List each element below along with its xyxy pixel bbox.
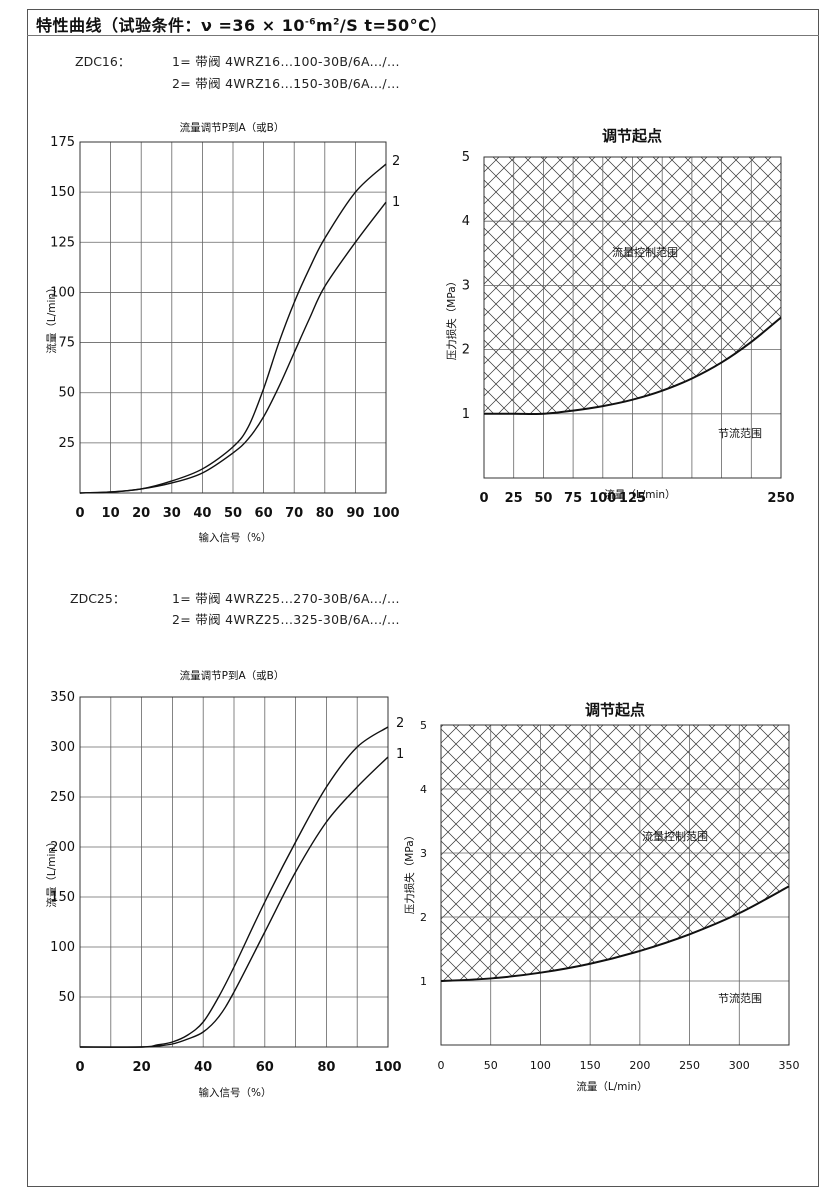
c3-title: 流量调节P到A（或B）: [180, 669, 285, 682]
c2-x-tick-label: 125: [619, 491, 646, 506]
c1-x-tick-label: 40: [193, 506, 211, 521]
c2-x-tick-label: 250: [767, 491, 794, 506]
c2-region-label-control: 流量控制范围: [612, 245, 678, 259]
c3-x-axis-label: 输入信号（%）: [199, 1086, 272, 1099]
c2-y-axis-label: 压力损失（MPa）: [445, 276, 458, 360]
c3-x-tick-label: 60: [256, 1060, 274, 1075]
c4-x-tick-label: 250: [679, 1059, 700, 1072]
c4-x-axis-label: 流量（L/min）: [576, 1080, 647, 1093]
c4-region-label-control: 流量控制范围: [642, 829, 708, 843]
c3-chart: 50 100 150 200 250 300 350 0 20 40 60 80 100 流量调节P到A（…: [45, 669, 404, 1099]
c1-plot-border: [79, 141, 387, 494]
c3-y-axis-label: 流量（L/min）: [45, 836, 58, 907]
c3-series-2-line: [79, 726, 389, 1048]
valve-line-zdc25-1: 1= 带阀 4WRZ25...270-30B/6A.../...: [172, 591, 400, 606]
c3-plot-border: [79, 696, 389, 1048]
model-label-zdc16: ZDC16：: [75, 54, 131, 69]
c3-y-tick-label: 350: [50, 690, 75, 705]
c2-y-tick-label: 1: [462, 407, 470, 422]
c3-x-tick-label: 0: [75, 1060, 84, 1075]
c4-y-axis-label: 压力损失（MPa）: [403, 830, 416, 914]
c2-x-tick-label: 25: [505, 491, 523, 506]
c4-x-tick-label: 0: [438, 1059, 445, 1072]
c1-x-tick-label: 50: [224, 506, 242, 521]
c2-series-boundary-line: [483, 316, 782, 416]
c3-y-tick-label: 300: [50, 740, 75, 755]
c1-y-tick-label: 50: [58, 386, 75, 401]
c1-x-tick-label: 30: [163, 506, 181, 521]
c2-title: 调节起点: [602, 127, 662, 145]
c2-y-tick-label: 2: [462, 343, 470, 358]
c4-y-tick-label: 4: [420, 783, 427, 796]
c1-y-tick-label: 175: [50, 135, 75, 150]
page-title: 特性曲线（试验条件：ν =36 × 10-6m2/S t=50°C）: [36, 16, 447, 35]
c3-series-1-line: [79, 756, 389, 1048]
model-label-zdc25: ZDC25：: [70, 591, 126, 606]
c4-x-tick-label: 200: [629, 1059, 650, 1072]
c4-x-tick-label: 50: [484, 1059, 498, 1072]
c1-series-label: 1: [392, 195, 400, 210]
c4-y-tick-label: 2: [420, 911, 427, 924]
c4-x-tick-label: 100: [530, 1059, 551, 1072]
c1-y-tick-label: 100: [50, 285, 75, 300]
c1-y-tick-label: 125: [50, 235, 75, 250]
c3-y-tick-label: 200: [50, 840, 75, 855]
header-band: [27, 9, 819, 36]
c2-y-tick-label: 3: [462, 278, 470, 293]
c1-x-tick-label: 60: [255, 506, 273, 521]
c1-y-axis-label: 流量（L/min）: [45, 282, 58, 353]
c1-x-tick-label: 70: [285, 506, 303, 521]
page-frame: [27, 9, 819, 1187]
c2-region-label-throttle: 节流范围: [718, 426, 762, 440]
c3-x-tick-label: 80: [317, 1060, 335, 1075]
c4-plot-border: [440, 724, 790, 1046]
c4-y-tick-label: 5: [420, 719, 427, 732]
c4-series-boundary-line: [440, 885, 790, 982]
c3-x-tick-label: 100: [374, 1060, 401, 1075]
valve-line-zdc16-2: 2= 带阀 4WRZ16...150-30B/6A.../...: [172, 76, 400, 91]
c1-y-tick-label: 25: [58, 436, 75, 451]
c1-x-tick-label: 10: [102, 506, 120, 521]
c3-series-label: 2: [396, 716, 404, 731]
c4-title: 调节起点: [585, 701, 645, 719]
c1-x-tick-label: 100: [372, 506, 399, 521]
c4-region-label-throttle: 节流范围: [718, 991, 762, 1005]
c1-chart: 25 50 75 100 125 150 175 0 10 20 30 40 50 60 70 80 90 100…: [45, 121, 400, 544]
c2-x-tick-label: 0: [479, 491, 488, 506]
c1-x-tick-label: 80: [316, 506, 334, 521]
c1-x-tick-label: 0: [75, 506, 84, 521]
c2-x-axis-label: 流量（L/min）: [604, 488, 675, 501]
valve-line-zdc25-2: 2= 带阀 4WRZ25...325-30B/6A.../...: [172, 612, 400, 627]
c3-x-tick-label: 40: [194, 1060, 212, 1075]
c4-x-tick-label: 350: [779, 1059, 800, 1072]
c4-y-tick-label: 3: [420, 847, 427, 860]
c4-y-tick-label: 1: [420, 975, 427, 988]
c3-x-tick-label: 20: [133, 1060, 151, 1075]
c1-series-label: 2: [392, 154, 400, 169]
c4-x-tick-label: 300: [729, 1059, 750, 1072]
c1-x-tick-label: 90: [346, 506, 364, 521]
c1-y-tick-label: 75: [58, 336, 75, 351]
c2-x-tick-label: 75: [564, 491, 582, 506]
c1-x-tick-label: 20: [132, 506, 150, 521]
c3-y-tick-label: 150: [50, 890, 75, 905]
c1-x-axis-label: 输入信号（%）: [199, 531, 272, 544]
c3-y-tick-label: 50: [58, 990, 75, 1005]
c1-y-tick-label: 150: [50, 185, 75, 200]
c3-y-tick-label: 100: [50, 940, 75, 955]
c2-x-tick-label: 50: [534, 491, 552, 506]
c1-title: 流量调节P到A（或B）: [180, 121, 285, 134]
c3-series-label: 1: [396, 747, 404, 762]
c3-y-tick-label: 250: [50, 790, 75, 805]
c4-x-tick-label: 150: [580, 1059, 601, 1072]
valve-line-zdc16-1: 1= 带阀 4WRZ16...100-30B/6A.../...: [172, 54, 400, 69]
c2-x-tick-label: 100: [589, 491, 616, 506]
c1-series-2-line: [79, 163, 387, 494]
c2-y-tick-label: 5: [462, 150, 470, 165]
c2-y-tick-label: 4: [462, 214, 470, 229]
